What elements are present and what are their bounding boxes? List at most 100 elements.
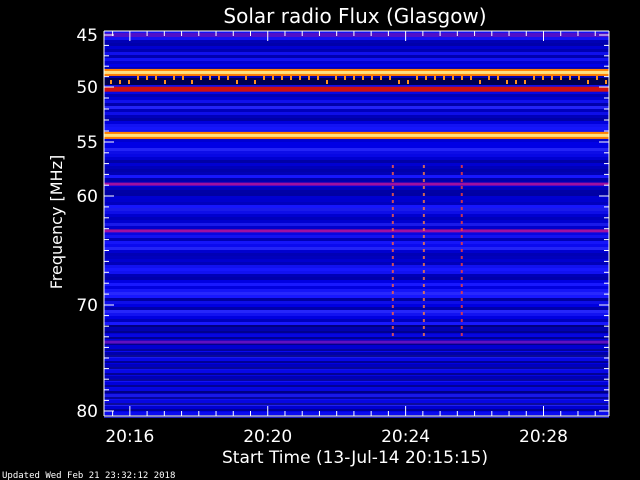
texture-row <box>104 52 609 55</box>
band-dot <box>407 80 409 84</box>
x-axis-label: Start Time (13-Jul-14 20:15:15) <box>222 448 488 468</box>
streak-segment <box>460 326 463 329</box>
streak-segment <box>422 214 425 217</box>
texture-row <box>104 85 609 88</box>
band-dot <box>443 76 445 80</box>
streak-segment <box>391 263 394 266</box>
streak-segment <box>460 172 463 175</box>
band-dot <box>272 76 274 80</box>
band-dot <box>110 80 112 84</box>
texture-row <box>104 55 609 58</box>
band-dark <box>104 78 609 85</box>
band-dot <box>380 76 382 80</box>
dark-row <box>104 367 609 369</box>
streak-segment <box>422 270 425 273</box>
streak-segment <box>422 221 425 224</box>
streak-segment <box>422 193 425 196</box>
band-mid <box>104 182 609 186</box>
band-max <box>104 70 609 74</box>
texture-row <box>104 352 609 355</box>
band-dot <box>281 76 283 80</box>
texture-row <box>104 124 609 127</box>
texture-row <box>104 46 609 49</box>
texture-row <box>104 313 609 316</box>
texture-row <box>104 199 609 202</box>
y-tick-label: 60 <box>76 187 98 207</box>
update-timestamp: Updated Wed Feb 21 23:32:12 2018 <box>2 471 175 480</box>
texture-row <box>104 232 609 235</box>
texture-row <box>104 301 609 304</box>
texture-row <box>104 40 609 43</box>
streak-segment <box>460 207 463 210</box>
streak-segment <box>422 326 425 329</box>
texture-row <box>104 142 609 145</box>
band-dot <box>587 80 589 84</box>
streak-segment <box>460 200 463 203</box>
streak-segment <box>422 186 425 189</box>
band-dot <box>182 76 184 80</box>
texture-row <box>104 238 609 241</box>
texture-row <box>104 208 609 211</box>
band-dot <box>218 76 220 80</box>
texture-row <box>104 235 609 238</box>
texture-row <box>104 256 609 259</box>
band-dot <box>191 80 193 84</box>
frequency-bands <box>104 33 609 344</box>
streak-segment <box>422 249 425 252</box>
band-dot <box>479 80 481 84</box>
streak-segment <box>391 179 394 182</box>
texture-row <box>104 112 609 115</box>
streak-segment <box>391 207 394 210</box>
streak-segment <box>422 207 425 210</box>
band-dot <box>200 76 202 80</box>
y-tick-label: 45 <box>76 26 98 46</box>
streak-segment <box>422 305 425 308</box>
texture-row <box>104 187 609 190</box>
texture-row <box>104 241 609 244</box>
x-tick-label: 20:20 <box>243 427 292 447</box>
texture-row <box>104 166 609 169</box>
texture-row <box>104 214 609 217</box>
texture-row <box>104 49 609 52</box>
band-dot <box>263 76 265 80</box>
streak-segment <box>391 242 394 245</box>
streak-segment <box>460 305 463 308</box>
texture-row <box>104 211 609 214</box>
band-dot <box>371 76 373 80</box>
y-tick-label: 50 <box>76 78 98 98</box>
streak-segment <box>391 277 394 280</box>
x-tick-label: 20:24 <box>381 427 430 447</box>
band-dot <box>488 76 490 80</box>
band-dot <box>128 80 130 84</box>
band-dot <box>578 76 580 80</box>
streak-segment <box>391 186 394 189</box>
texture-row <box>104 139 609 142</box>
band-dot <box>515 80 517 84</box>
dark-row <box>104 385 609 387</box>
band-dot <box>461 76 463 80</box>
texture-row <box>104 286 609 289</box>
band-dot <box>389 76 391 80</box>
texture-row <box>104 307 609 310</box>
dark-row <box>104 391 609 393</box>
band-dot <box>335 76 337 80</box>
axes <box>103 30 610 417</box>
band-dot <box>434 76 436 80</box>
band-dot <box>326 80 328 84</box>
dark-row <box>104 403 609 405</box>
streak-segment <box>391 319 394 322</box>
texture-row <box>104 172 609 175</box>
streak-segment <box>460 228 463 231</box>
texture-row <box>104 328 609 331</box>
streak-segment <box>460 249 463 252</box>
streak-segment <box>460 277 463 280</box>
streak-segment <box>460 312 463 315</box>
texture-row <box>104 151 609 154</box>
texture-row <box>104 169 609 172</box>
streak-segment <box>460 242 463 245</box>
texture-row <box>104 76 609 79</box>
band-dot <box>254 80 256 84</box>
texture-row <box>104 91 609 94</box>
texture-row <box>104 175 609 178</box>
band-dot <box>119 80 121 84</box>
